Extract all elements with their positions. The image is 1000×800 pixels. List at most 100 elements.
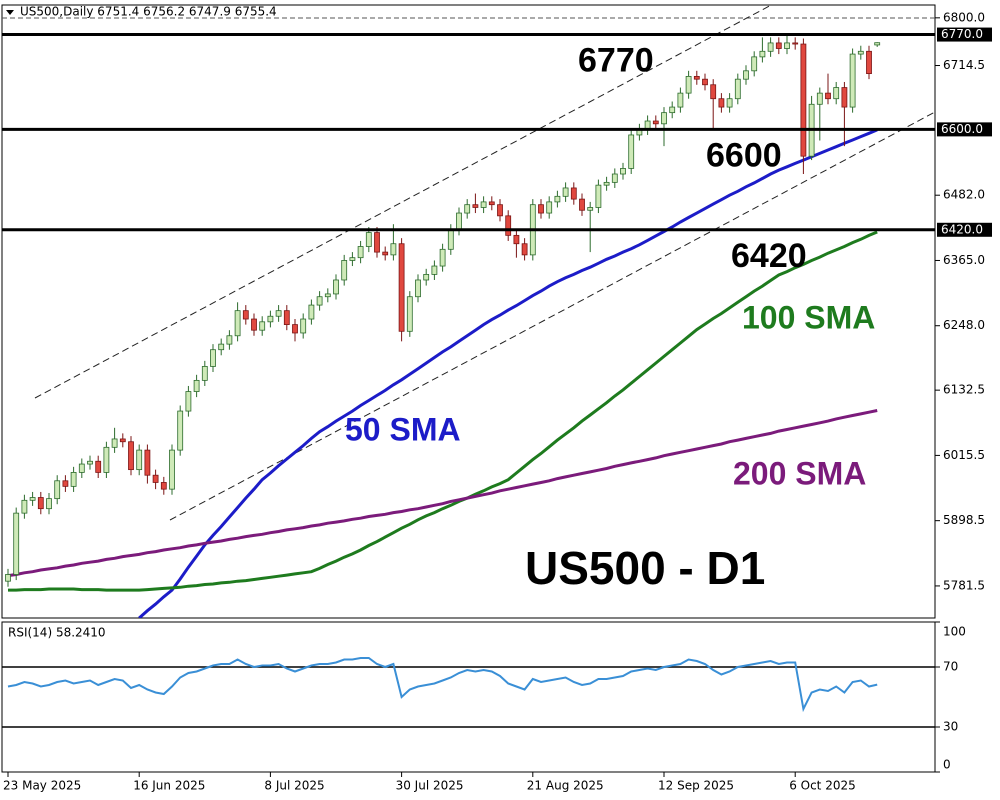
candle-body [874,42,881,46]
candle-body [431,265,438,275]
candle-body [628,134,635,169]
candle-body [365,232,372,247]
y-tick-label: 6714.5 [943,58,985,72]
x-tick-label: 16 Jun 2025 [133,779,205,793]
candle-body [193,379,200,392]
candle-body [710,84,717,100]
candle-body [816,92,823,105]
candle-body [54,480,61,500]
chart-header: US500,Daily 6751.4 6756.2 6747.9 6755.4 [20,5,277,19]
candle-body [652,120,659,125]
candle-body [857,50,864,55]
candle-body [70,472,77,487]
candle-body [324,293,331,298]
candle-body [103,446,110,473]
candle-body [21,499,28,514]
y-tick-label: 5898.5 [943,513,985,527]
candle-body [46,498,52,510]
candle-body [37,497,44,510]
candle-body [472,204,479,208]
candle-body [775,42,782,49]
candle-body [849,53,856,108]
level-tag-box [937,27,992,42]
candle-body [316,296,323,306]
candle-body [29,497,36,501]
candle-body [456,212,462,231]
candle-body [570,187,577,200]
candle-body [283,310,290,326]
candle-body [784,42,790,49]
candle-body [841,87,848,108]
candle-body [357,246,364,259]
channel-upper [34,5,773,399]
candle-body [587,207,594,211]
x-tick-label: 8 Jul 2025 [264,779,324,793]
candle-body [685,75,692,94]
level-label: 6770 [578,42,654,80]
candle-body [513,234,520,245]
candle-body [562,187,569,197]
rsi-title: RSI(14) 58.2410 [8,626,106,640]
candle-body [128,441,134,471]
x-tick-label: 23 May 2025 [3,779,81,793]
candle-body [702,78,708,86]
candle-body [349,257,356,261]
candle-body [87,460,93,465]
candle-body [292,324,298,334]
candle-body [78,463,85,473]
candle-body [152,474,159,483]
y-tick-label: 6015.5 [943,448,985,462]
candle-body [825,92,831,100]
sma-label: 50 SMA [345,411,461,447]
candle-body [218,343,225,351]
candle-body [234,310,241,337]
level-label: 6420 [731,237,807,275]
sma-line [7,409,878,578]
rsi-y-tick-label: 0 [943,758,951,772]
candle-body [415,279,421,298]
candle-body [751,56,758,72]
candle-body [480,201,487,208]
candle-body [210,349,216,367]
x-tick-label: 6 Oct 2025 [789,779,856,793]
candle-body [242,310,249,320]
candle-body [390,243,397,256]
candle-body [505,215,512,236]
candle-body [341,260,348,281]
candle-body [579,198,585,211]
candle-body [800,43,807,157]
candle-body [792,42,799,45]
candle-body [111,438,118,448]
level-tag-box [937,222,992,237]
sma-label: 100 SMA [742,299,875,335]
x-tick-label: 12 Sep 2025 [658,779,734,793]
candle-body [447,229,454,250]
candle-body [201,366,208,381]
candle-body [693,75,700,80]
rsi-y-tick-label: 30 [943,720,958,734]
candle-body [308,304,315,320]
annotation: US500 - D1 [525,542,765,594]
candle-body [718,98,725,108]
x-tick-label: 21 Aug 2025 [527,779,604,793]
candle-body [595,184,602,208]
candle-body [267,315,274,323]
y-tick-label: 6132.5 [943,383,985,397]
candle-body [546,201,553,214]
candle-body [144,449,151,476]
candle-body [603,181,610,186]
candle-body [5,574,11,582]
candle-body [160,482,167,490]
candle-body [251,318,257,331]
rsi-y-tick-label: 100 [943,625,966,639]
candle-body [611,173,618,183]
main-panel [1,4,936,619]
candle-body [119,438,126,443]
candle-body [398,243,405,332]
candle-body [62,480,69,487]
sma-label: 200 SMA [733,455,866,491]
candle-body [226,335,233,345]
candle-body [300,318,307,334]
candle-body [759,50,766,58]
